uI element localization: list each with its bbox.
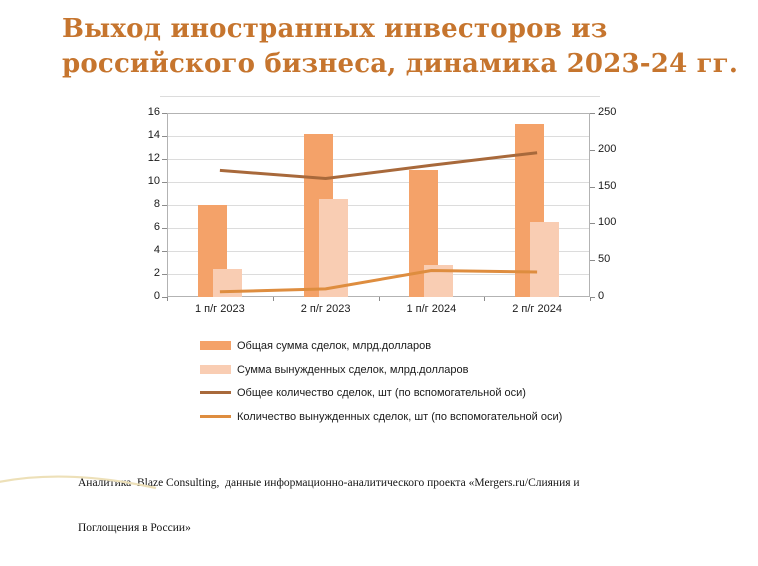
line-series-layer bbox=[219, 151, 538, 294]
combo-chart: 0 2 4 6 8 10 12 14 16 0 50 100 150 200 250 1 п/г 2023… bbox=[120, 96, 650, 438]
plot-border bbox=[589, 113, 590, 297]
y-axis-tick-label: 14 bbox=[147, 129, 160, 141]
secondary-axis-tick-label: 150 bbox=[598, 179, 617, 192]
legend-label: Общее количество сделок, шт (по вспомога… bbox=[237, 387, 526, 399]
slide-title: Выход иностранных инвесторов из российск… bbox=[62, 12, 742, 82]
x-axis-category-label: 2 п/г 2024 bbox=[512, 303, 562, 315]
gridline bbox=[167, 159, 590, 160]
x-axis-tick bbox=[167, 297, 168, 301]
bar bbox=[530, 222, 559, 297]
x-axis-category-label: 1 п/г 2024 bbox=[406, 303, 457, 315]
legend-line-swatch bbox=[200, 391, 231, 394]
y-axis-tick bbox=[162, 205, 167, 206]
legend-label: Сумма вынужденных сделок, млрд.долларов bbox=[237, 364, 469, 376]
y-axis-tick-label: 10 bbox=[147, 175, 160, 187]
x-axis-tick bbox=[379, 297, 380, 301]
secondary-axis-tick bbox=[590, 297, 595, 298]
secondary-axis-tick-label: 200 bbox=[598, 142, 617, 155]
source-note: Аналитика Blaze Consulting, данные инфор… bbox=[78, 446, 698, 566]
line-series bbox=[219, 151, 538, 180]
y-axis-tick-label: 16 bbox=[147, 106, 160, 118]
gridline bbox=[167, 205, 590, 206]
y-axis-tick bbox=[162, 113, 167, 114]
gridline bbox=[167, 274, 590, 275]
secondary-axis-tick bbox=[590, 113, 595, 114]
secondary-axis-tick bbox=[590, 187, 595, 188]
y-axis-tick-label: 2 bbox=[153, 267, 160, 279]
secondary-axis-tick bbox=[590, 150, 595, 151]
legend-line-swatch bbox=[200, 415, 231, 418]
y-axis-tick bbox=[162, 251, 167, 252]
y-axis-tick bbox=[162, 182, 167, 183]
y-axis-tick bbox=[162, 228, 167, 229]
plot-border bbox=[167, 296, 590, 297]
gridline bbox=[167, 251, 590, 252]
y-axis-tick-label: 12 bbox=[147, 152, 160, 164]
slide-title-line-2: российского бизнеса, динамика 2023-24 гг… bbox=[62, 49, 739, 79]
legend-bar-swatch bbox=[200, 365, 231, 374]
chart-top-border bbox=[160, 96, 600, 97]
y-axis-tick bbox=[162, 159, 167, 160]
gridline bbox=[167, 228, 590, 229]
legend-label: Общая сумма сделок, млрд.долларов bbox=[237, 340, 432, 352]
secondary-axis-tick-label: 100 bbox=[598, 216, 617, 229]
line-series bbox=[219, 269, 538, 294]
bar bbox=[319, 199, 348, 297]
x-axis-tick bbox=[484, 297, 485, 301]
x-axis-tick bbox=[590, 297, 591, 301]
y-axis-tick bbox=[162, 136, 167, 137]
source-note-line-1: Аналитика Blaze Consulting, данные инфор… bbox=[78, 477, 580, 489]
source-note-line-2: Поглощения в России» bbox=[78, 522, 191, 534]
plot-border bbox=[167, 113, 590, 114]
y-axis-tick bbox=[162, 297, 167, 298]
plot-border bbox=[167, 113, 168, 297]
secondary-axis-tick bbox=[590, 260, 595, 261]
secondary-axis-tick-label: 50 bbox=[598, 253, 611, 266]
x-axis-category-label: 1 п/г 2023 bbox=[195, 303, 245, 315]
y-axis-tick-label: 0 bbox=[153, 290, 160, 302]
legend-bar-swatch bbox=[200, 341, 231, 350]
gridline bbox=[167, 136, 590, 137]
y-axis-tick-label: 4 bbox=[153, 244, 160, 256]
y-axis-tick bbox=[162, 274, 167, 275]
x-axis-category-label: 2 п/г 2023 bbox=[300, 303, 351, 315]
y-axis-tick-label: 6 bbox=[153, 221, 160, 233]
gridline bbox=[167, 182, 590, 183]
slide-title-line-1: Выход иностранных инвесторов из bbox=[62, 14, 608, 44]
plot-area bbox=[167, 113, 590, 297]
decorative-swoosh bbox=[0, 475, 157, 490]
secondary-axis-tick-label: 0 bbox=[598, 290, 605, 302]
legend-label: Количество вынужденных сделок, шт (по вс… bbox=[237, 411, 563, 423]
secondary-axis-tick bbox=[590, 223, 595, 224]
y-axis-tick-label: 8 bbox=[153, 198, 160, 210]
x-axis-tick bbox=[273, 297, 274, 301]
secondary-axis-tick-label: 250 bbox=[598, 106, 617, 118]
